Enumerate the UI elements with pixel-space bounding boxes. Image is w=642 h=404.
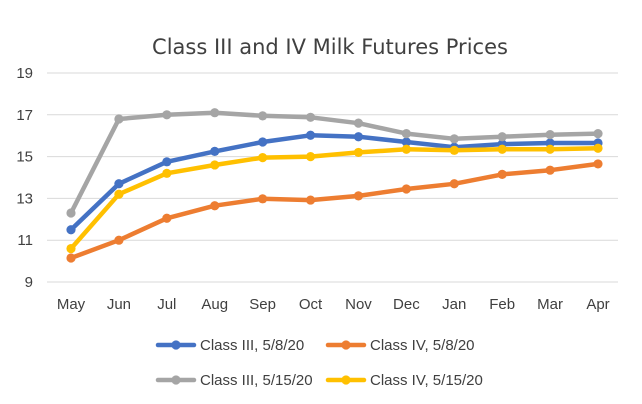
x-axis-ticks: May Jun Jul Aug Sep Oct Nov Dec Jan Feb Mar Apr <box>57 296 610 313</box>
x-tick-label: Nov <box>345 296 372 313</box>
chart-title: Class III and IV Milk Futures Prices <box>152 35 508 59</box>
legend-swatch-marker <box>341 375 351 385</box>
series-line <box>68 110 601 216</box>
data-point <box>258 137 268 147</box>
legend-label: Class IV, 5/8/20 <box>370 337 475 354</box>
y-tick-label: 13 <box>16 190 33 207</box>
data-point <box>162 157 172 167</box>
data-point <box>401 184 411 194</box>
data-point <box>66 253 76 263</box>
data-point <box>401 129 411 139</box>
data-point <box>593 129 603 139</box>
x-tick-label: Aug <box>201 296 228 313</box>
x-tick-label: Mar <box>537 296 563 313</box>
data-point <box>353 191 364 201</box>
data-point <box>353 132 364 142</box>
x-tick-label: Dec <box>393 296 420 313</box>
data-point <box>305 112 316 122</box>
y-axis-ticks: 9 11 13 15 17 19 <box>16 65 33 291</box>
data-point <box>162 110 172 120</box>
data-point <box>66 208 76 218</box>
data-point <box>210 201 220 211</box>
x-tick-label: May <box>57 296 86 313</box>
y-tick-label: 15 <box>16 149 33 166</box>
x-tick-label: Feb <box>489 296 515 313</box>
data-point <box>449 179 459 189</box>
data-point <box>449 145 459 155</box>
legend: Class III, 5/8/20 Class IV, 5/8/20 Class I… <box>155 337 483 389</box>
y-tick-label: 17 <box>16 107 33 124</box>
data-point <box>210 146 220 156</box>
data-point <box>545 130 555 140</box>
series-2 <box>66 159 603 263</box>
data-point <box>545 165 555 175</box>
series-lines <box>66 108 603 263</box>
legend-swatch-marker <box>171 375 181 385</box>
series-4 <box>66 143 603 254</box>
data-point <box>66 243 76 254</box>
series-line <box>68 133 601 233</box>
x-tick-label: Apr <box>586 296 609 313</box>
x-tick-label: Oct <box>299 296 323 313</box>
data-point <box>353 118 364 128</box>
data-point <box>593 143 603 153</box>
series-1 <box>66 130 603 235</box>
data-point <box>305 130 316 140</box>
data-point <box>114 235 124 245</box>
y-tick-label: 11 <box>17 232 33 249</box>
legend-swatch-marker <box>171 340 181 350</box>
series-line <box>68 161 601 261</box>
data-point <box>258 194 268 204</box>
x-tick-label: Sep <box>249 296 276 313</box>
y-tick-label: 19 <box>16 65 33 82</box>
legend-swatch-marker <box>341 340 351 350</box>
series-3 <box>66 108 603 218</box>
data-point <box>401 144 411 154</box>
data-point <box>401 137 411 147</box>
legend-label: Class III, 5/15/20 <box>200 372 313 389</box>
data-point <box>114 189 124 199</box>
data-point <box>353 147 364 158</box>
legend-item: Class IV, 5/15/20 <box>325 372 483 389</box>
data-point <box>593 159 603 169</box>
data-point <box>497 169 507 179</box>
x-tick-label: Jul <box>157 296 176 313</box>
data-point <box>305 152 316 162</box>
legend-item: Class III, 5/8/20 <box>155 337 304 354</box>
data-point <box>305 195 316 205</box>
legend-label: Class IV, 5/15/20 <box>370 372 483 389</box>
legend-label: Class III, 5/8/20 <box>200 337 304 354</box>
data-point <box>210 160 220 170</box>
legend-item: Class IV, 5/8/20 <box>325 337 475 354</box>
y-tick-label: 9 <box>25 274 33 291</box>
data-point <box>497 132 507 142</box>
data-point <box>162 168 172 178</box>
data-point <box>449 134 459 144</box>
data-point <box>497 144 507 154</box>
data-point <box>66 225 76 235</box>
x-tick-label: Jun <box>107 296 131 313</box>
data-point <box>545 144 555 154</box>
data-point <box>258 111 268 121</box>
data-point <box>162 213 172 223</box>
data-point <box>114 114 124 124</box>
data-point <box>114 179 124 189</box>
x-tick-label: Jan <box>442 296 466 313</box>
data-point <box>258 153 268 163</box>
data-point <box>210 108 220 118</box>
series-line <box>68 145 601 251</box>
legend-item: Class III, 5/15/20 <box>155 372 313 389</box>
